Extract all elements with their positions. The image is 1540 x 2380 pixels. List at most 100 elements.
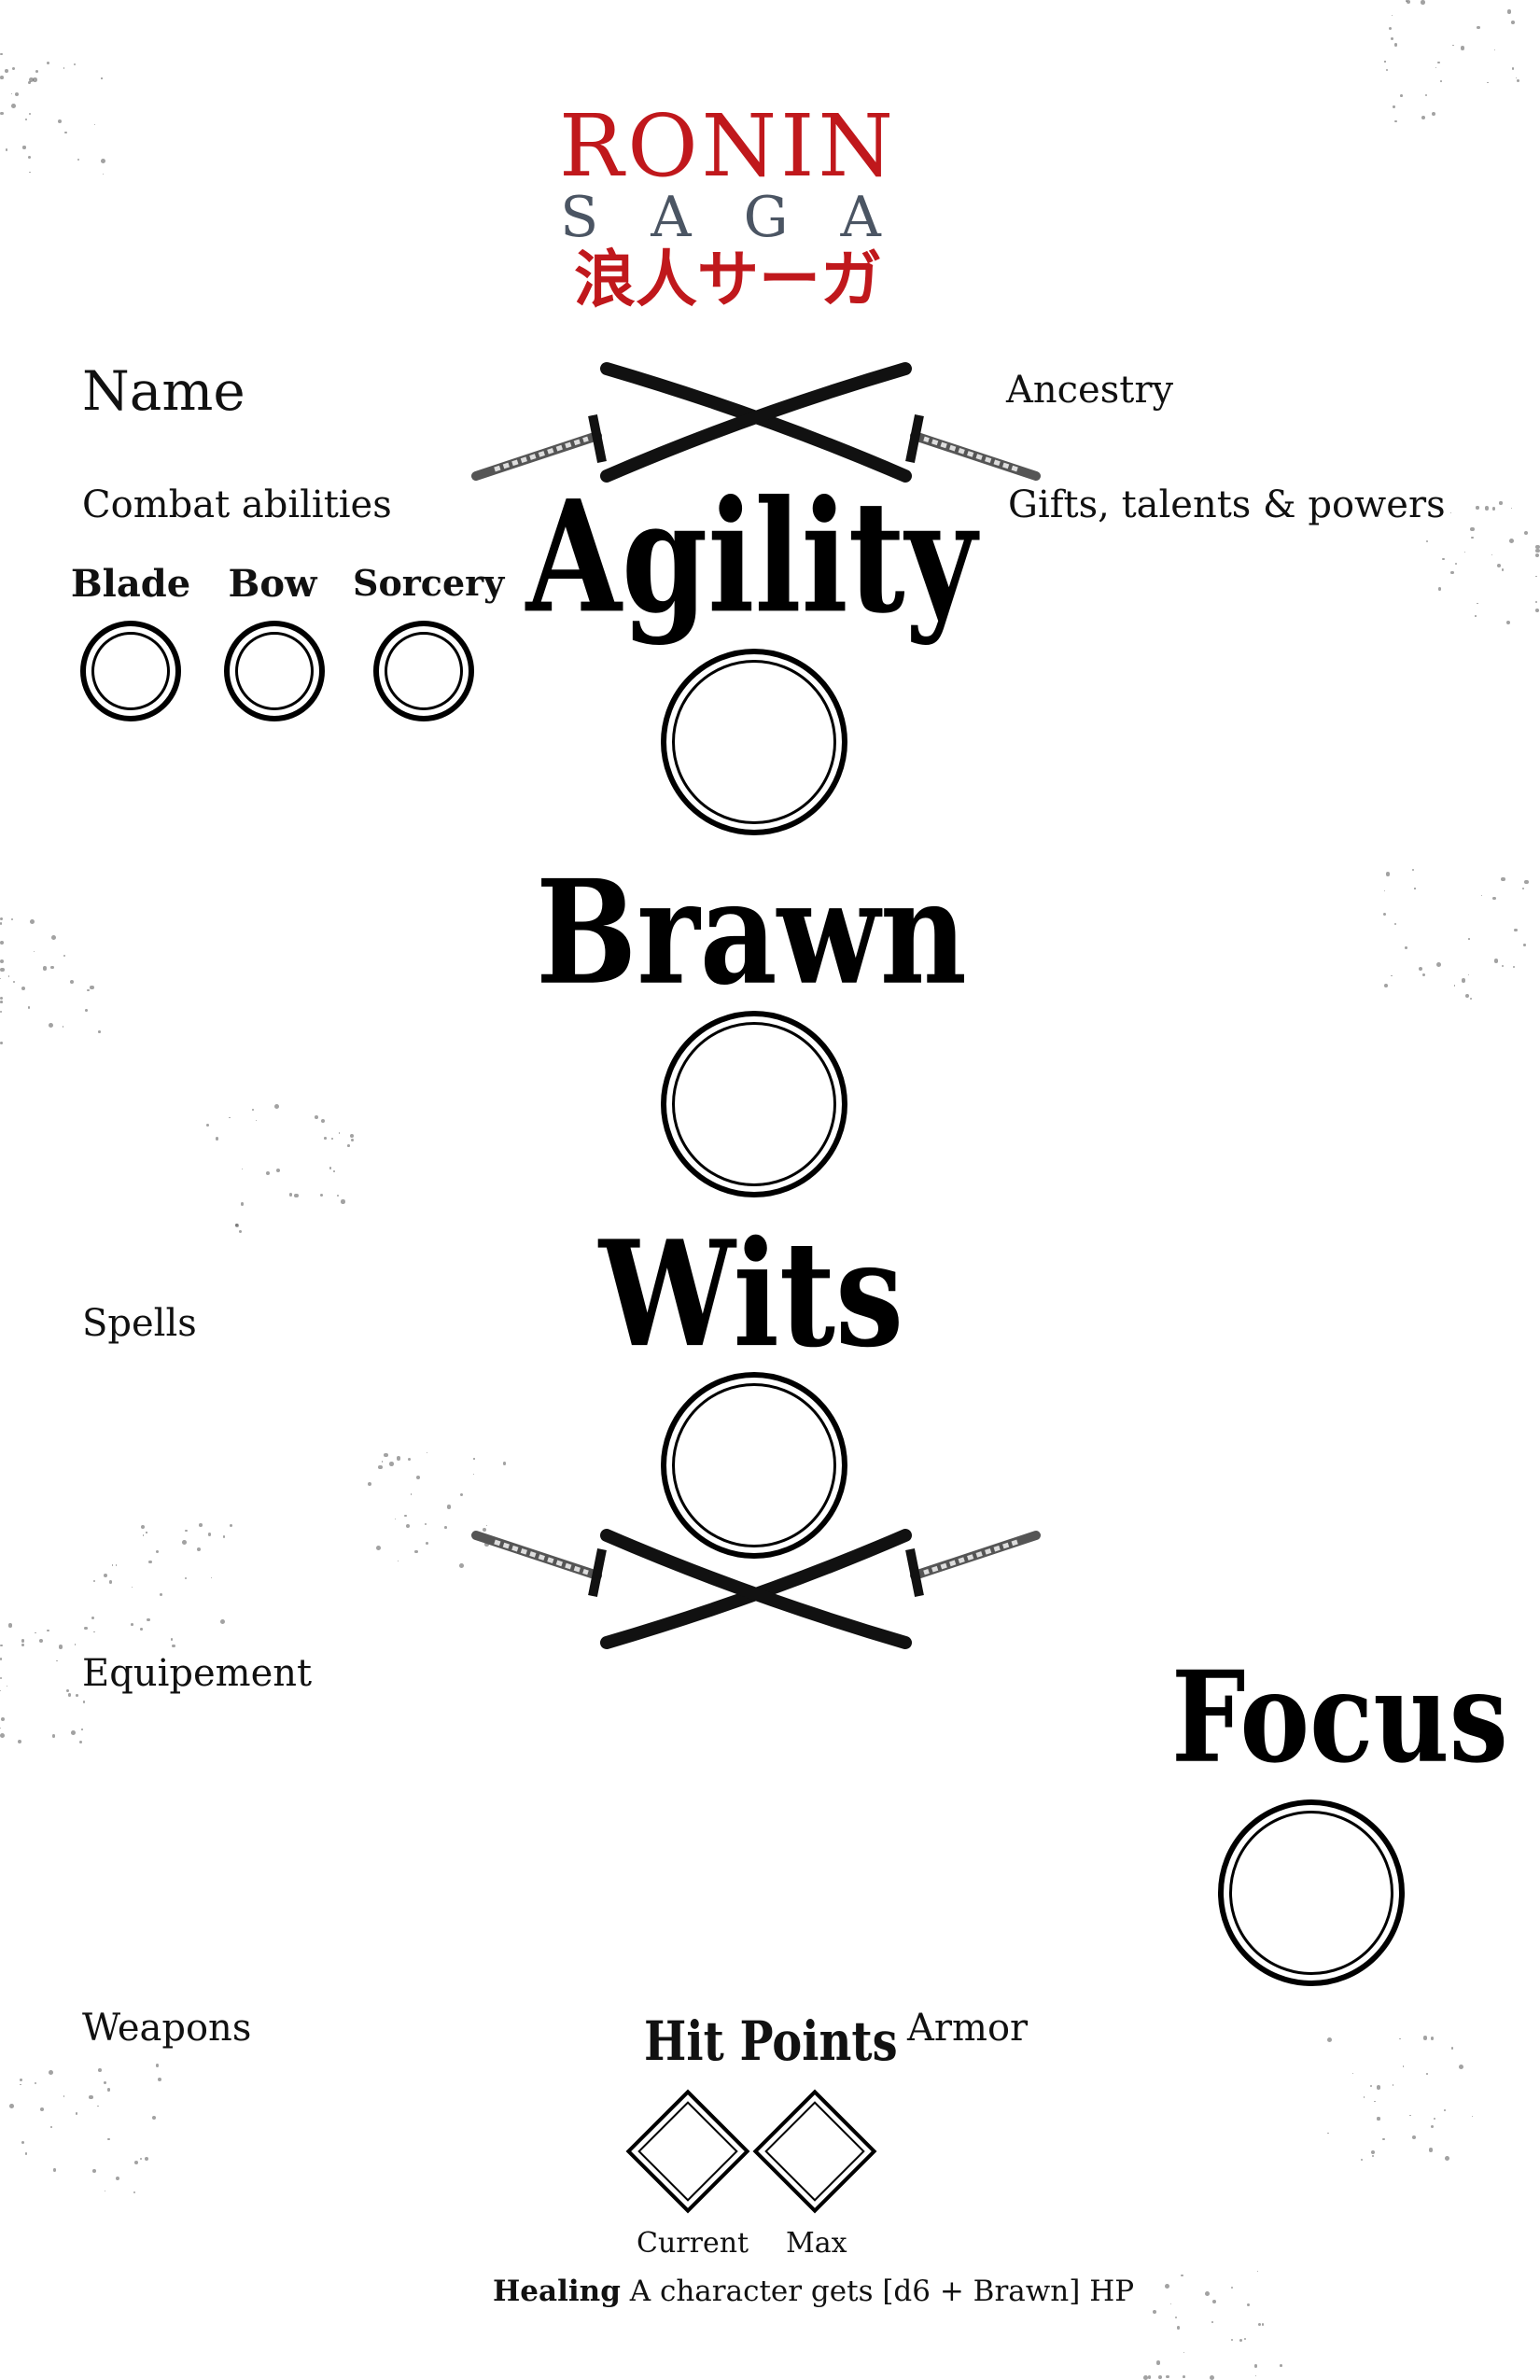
paper-speck — [1524, 879, 1529, 885]
paper-speck — [1442, 557, 1445, 561]
paper-speck — [1231, 2286, 1234, 2289]
paper-speck — [238, 1229, 243, 1234]
paper-speck — [101, 159, 106, 164]
paper-speck — [288, 1192, 293, 1197]
paper-speck — [157, 2078, 161, 2082]
paper-speck — [0, 1689, 2, 1692]
paper-speck — [1254, 2375, 1257, 2377]
paper-speck — [15, 92, 20, 97]
paper-speck — [101, 77, 103, 79]
wits-score-circle[interactable] — [661, 1372, 847, 1559]
paper-speck — [367, 1482, 371, 1487]
paper-speck — [1433, 2117, 1435, 2120]
paper-speck — [1515, 77, 1518, 79]
paper-speck — [1461, 978, 1466, 983]
paper-speck — [63, 954, 66, 957]
paper-speck — [25, 119, 27, 120]
paper-speck — [116, 2177, 120, 2181]
paper-speck — [98, 2068, 102, 2072]
paper-speck — [0, 967, 5, 973]
healing-note: Healing A character gets [d6 + Brawn] HP — [493, 2275, 1134, 2308]
paper-speck — [85, 1009, 88, 1012]
paper-speck — [111, 1563, 114, 1566]
paper-speck — [1463, 551, 1466, 553]
paper-speck — [1383, 889, 1385, 892]
paper-speck — [49, 2070, 54, 2075]
paper-speck — [1453, 985, 1455, 987]
hp-max-label: Max — [786, 2227, 847, 2260]
paper-speck — [93, 1580, 96, 1583]
paper-speck — [1327, 2132, 1329, 2135]
paper-speck — [1501, 876, 1505, 882]
paper-speck — [1471, 2116, 1473, 2118]
paper-speck — [1470, 526, 1475, 532]
paper-speck — [63, 2095, 65, 2097]
sorcery-label: Sorcery — [353, 562, 505, 604]
paper-speck — [446, 1505, 452, 1509]
brawn-score-circle[interactable] — [661, 1011, 847, 1197]
paper-speck — [21, 1644, 24, 1646]
paper-speck — [1514, 929, 1518, 932]
paper-speck — [1491, 554, 1492, 556]
bow-label: Bow — [228, 562, 317, 606]
paper-speck — [1231, 2339, 1234, 2342]
focus-score-circle[interactable] — [1218, 1799, 1405, 1986]
paper-speck — [473, 1458, 475, 1460]
paper-speck — [1376, 2085, 1380, 2090]
paper-speck — [1454, 563, 1458, 566]
paper-speck — [46, 62, 49, 65]
agility-score-circle[interactable] — [661, 649, 847, 835]
paper-speck — [93, 123, 95, 125]
paper-speck — [1414, 888, 1416, 889]
paper-speck — [63, 131, 67, 134]
paper-speck — [11, 66, 16, 70]
paper-speck — [1460, 46, 1465, 50]
paper-speck — [10, 104, 16, 109]
paper-speck — [71, 1730, 76, 1736]
paper-speck — [1204, 2290, 1210, 2296]
paper-speck — [47, 1630, 49, 1632]
paper-speck — [53, 2168, 57, 2172]
paper-speck — [0, 1733, 5, 1738]
paper-speck — [90, 986, 94, 990]
paper-speck — [1511, 507, 1513, 509]
paper-speck — [0, 1001, 3, 1003]
paper-speck — [1487, 81, 1489, 84]
paper-speck — [33, 77, 37, 82]
paper-speck — [1253, 2364, 1258, 2368]
paper-speck — [396, 1456, 401, 1461]
paper-speck — [21, 987, 25, 991]
paper-speck — [29, 171, 31, 174]
paper-speck — [19, 2079, 22, 2082]
paper-speck — [93, 1631, 96, 1633]
paper-speck — [24, 2152, 28, 2155]
paper-speck — [1400, 94, 1403, 97]
paper-speck — [92, 2169, 97, 2173]
paper-speck — [1211, 2321, 1213, 2324]
paper-speck — [206, 1123, 210, 1127]
paper-speck — [106, 2088, 111, 2092]
bow-score-circle[interactable] — [224, 621, 325, 721]
paper-speck — [1475, 615, 1477, 617]
hp-current-box[interactable] — [625, 2089, 750, 2214]
logo-japanese: 浪人サーガ — [574, 244, 882, 315]
paper-speck — [97, 2105, 99, 2107]
paper-speck — [1439, 80, 1442, 82]
sorcery-score-circle[interactable] — [373, 621, 474, 721]
paper-speck — [0, 1727, 2, 1729]
paper-speck — [324, 1137, 327, 1140]
paper-speck — [21, 1639, 25, 1643]
paper-speck — [256, 1120, 258, 1122]
paper-speck — [172, 1645, 175, 1648]
blade-score-circle[interactable] — [80, 621, 181, 721]
paper-speck — [10, 93, 12, 95]
name-label: Name — [82, 359, 245, 423]
paper-speck — [1524, 530, 1529, 535]
paper-speck — [1389, 27, 1393, 31]
paper-speck — [1327, 2037, 1333, 2043]
paper-speck — [1385, 872, 1391, 876]
hp-max-box[interactable] — [752, 2089, 877, 2214]
paper-speck — [321, 1119, 326, 1124]
paper-speck — [0, 1010, 3, 1013]
equipment-label: Equipement — [82, 1652, 313, 1695]
